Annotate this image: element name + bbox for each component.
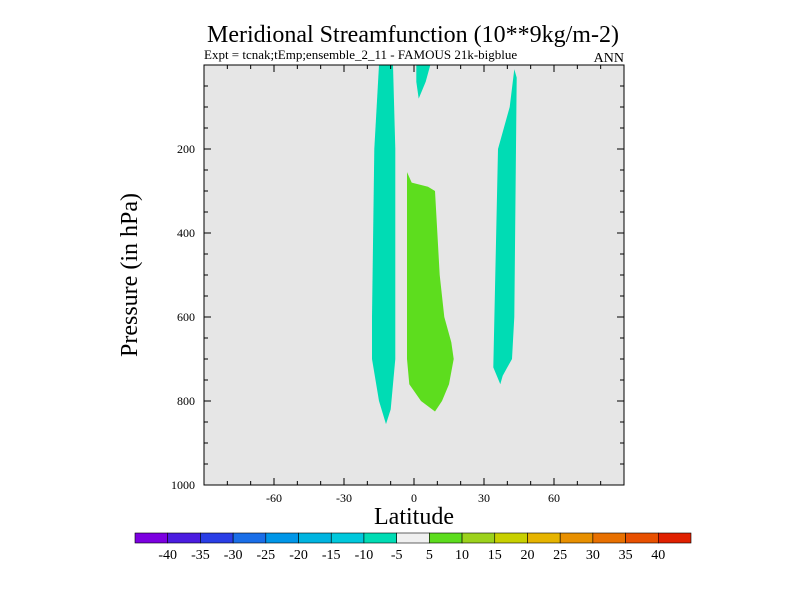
- y-tick-label: 800: [177, 394, 195, 408]
- colorbar-label: -20: [289, 548, 308, 563]
- colorbar-swatch: [298, 532, 332, 544]
- colorbar-swatch: [461, 532, 496, 544]
- chart-title: Meridional Streamfunction (10**9kg/m-2): [207, 22, 619, 48]
- colorbar-swatch: [265, 532, 299, 544]
- colorbar-swatch: [429, 532, 463, 544]
- x-axis-label: Latitude: [374, 504, 454, 530]
- y-tick-label: 400: [177, 226, 195, 240]
- colorbar-swatch: [592, 532, 626, 544]
- colorbar-label: 5: [426, 548, 433, 563]
- colorbar-swatch: [625, 532, 659, 544]
- colorbar-swatch: [527, 532, 561, 544]
- colorbar-swatch: [494, 532, 528, 544]
- colorbar-swatch: [559, 532, 594, 544]
- colorbar-swatch: [330, 532, 365, 544]
- region-negative-cell-midlatitude: [493, 69, 517, 385]
- colorbar-label: 25: [553, 548, 567, 563]
- colorbar-swatch: [657, 532, 692, 544]
- colorbar-label: 10: [455, 548, 469, 563]
- x-tick-label: -60: [266, 491, 282, 505]
- region-negative-cell-notch: [416, 65, 431, 99]
- colorbar-swatch: [200, 532, 234, 544]
- axis-ticks: -60 -30 0 30 60 200 400 600 800 1000: [171, 65, 624, 505]
- colorbar-label: 20: [520, 548, 534, 563]
- contour-regions: [372, 65, 517, 425]
- y-tick-label: 1000: [171, 478, 195, 492]
- colorbar-label: 30: [586, 548, 600, 563]
- x-tick-label: 0: [411, 491, 417, 505]
- chart-subtitle: Expt = tcnak;tEmp;ensemble_2_11 - FAMOUS…: [204, 47, 517, 62]
- y-tick-label: 600: [177, 310, 195, 324]
- y-tick-label: 200: [177, 142, 195, 156]
- x-tick-label: -30: [336, 491, 352, 505]
- colorbar-label: -30: [224, 548, 243, 563]
- colorbar-label: 15: [488, 548, 502, 563]
- colorbar-label: -25: [256, 548, 275, 563]
- colorbar-label: -10: [355, 548, 374, 563]
- colorbar-label: -15: [322, 548, 341, 563]
- colorbar: -40 -35 -30 -25 -20 -15 -10 -5 5 10 15 20 25 30 35 40: [134, 532, 692, 563]
- colorbar-label: -35: [191, 548, 210, 563]
- region-negative-cell-tropics: [372, 65, 396, 425]
- colorbar-swatch: [363, 532, 397, 544]
- x-tick-label: 30: [478, 491, 490, 505]
- season-label: ANN: [594, 51, 624, 66]
- colorbar-swatch: [167, 532, 201, 544]
- colorbar-label: -5: [391, 548, 403, 563]
- colorbar-label: 40: [651, 548, 665, 563]
- colorbar-label: 35: [619, 548, 633, 563]
- colorbar-swatch: [134, 532, 169, 544]
- plot-frame: [203, 64, 625, 486]
- colorbar-swatch: [232, 532, 267, 544]
- region-positive-cell: [407, 172, 454, 412]
- colorbar-label: -40: [158, 548, 177, 563]
- x-tick-label: 60: [548, 491, 560, 505]
- y-axis-label: Pressure (in hPa): [117, 193, 143, 357]
- colorbar-swatch: [396, 532, 430, 544]
